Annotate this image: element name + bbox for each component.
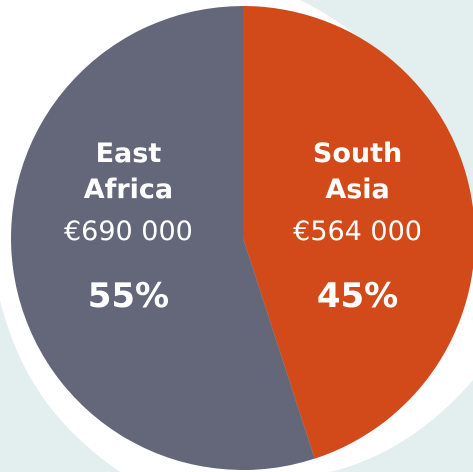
percent-label: 55% [87,276,170,316]
amount-label: €564 000 [293,216,422,247]
map-background [0,300,120,472]
map-background [300,0,473,200]
pie-slice [10,6,315,470]
slice-label: South Asia €564 000 45% [283,136,433,316]
pie-slice [243,6,473,459]
map-background [330,380,473,472]
amount-label: €690 000 [64,216,193,247]
percent-label: 45% [316,276,399,316]
category-label: South Asia [312,138,403,205]
slice-label: East Africa €690 000 55% [53,136,203,316]
category-label: East Africa [83,138,174,205]
